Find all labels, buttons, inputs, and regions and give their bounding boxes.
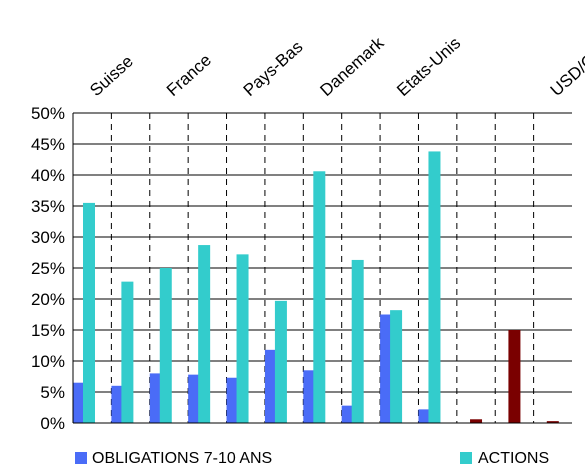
category-label: Suisse	[86, 52, 137, 100]
y-tick-label: 50%	[31, 104, 65, 123]
bar-series-1	[303, 370, 316, 423]
y-tick-label: 20%	[31, 290, 65, 309]
y-tick-label: 10%	[31, 352, 65, 371]
bar-series-1	[73, 382, 85, 423]
bar-series-3	[546, 421, 559, 423]
axis-layer: 0% 5% 10% 15% 20% 25% 30% 35% 40% 45% 50%	[31, 104, 572, 433]
bar-series-2	[274, 300, 287, 423]
y-tick-label: 35%	[31, 197, 65, 216]
bar-series-2	[313, 171, 326, 423]
legend-label: ACTIONS	[478, 450, 549, 466]
bar-series-2	[121, 281, 134, 423]
bar-series-2	[83, 202, 95, 423]
category-label: France	[163, 50, 215, 100]
bar-series-1	[149, 373, 162, 423]
y-tick-label: 30%	[31, 228, 65, 247]
category-label: Pays-Bas	[240, 37, 307, 100]
bars-layer	[73, 151, 559, 423]
bar-series-2	[198, 245, 211, 423]
bar-series-1	[264, 349, 277, 423]
legend: OBLIGATIONS 7-10 ANS ACTIONS	[75, 450, 549, 467]
y-tick-label: 40%	[31, 166, 65, 185]
bar-series-2	[351, 259, 364, 423]
bar-series-2	[236, 254, 249, 423]
bar-series-3	[508, 330, 521, 423]
y-tick-label: 25%	[31, 259, 65, 278]
bar-series-1	[418, 409, 431, 423]
category-label: Danemark	[316, 33, 387, 100]
bar-series-1	[380, 314, 393, 423]
y-tick-label: 0%	[40, 414, 65, 433]
category-label: USD/CHF	[547, 35, 585, 100]
bar-series-2	[428, 151, 441, 423]
bar-series-3	[470, 419, 483, 423]
y-tick-label: 45%	[31, 135, 65, 154]
bar-series-2	[159, 268, 172, 423]
legend-label: OBLIGATIONS 7-10 ANS	[92, 450, 272, 466]
y-tick-label: 15%	[31, 321, 65, 340]
legend-swatch	[75, 452, 87, 464]
bar-series-1	[341, 405, 354, 423]
bar-series-2	[390, 310, 403, 423]
bar-series-1	[111, 385, 124, 423]
category-label: Etats-Unis	[393, 33, 464, 100]
bar-series-1	[188, 374, 201, 423]
bar-series-1	[226, 377, 239, 423]
y-tick-label: 5%	[40, 383, 65, 402]
category-label-layer: Suisse France Pays-Bas Danemark Etats-Unis US…	[86, 33, 585, 100]
legend-swatch	[460, 452, 472, 464]
